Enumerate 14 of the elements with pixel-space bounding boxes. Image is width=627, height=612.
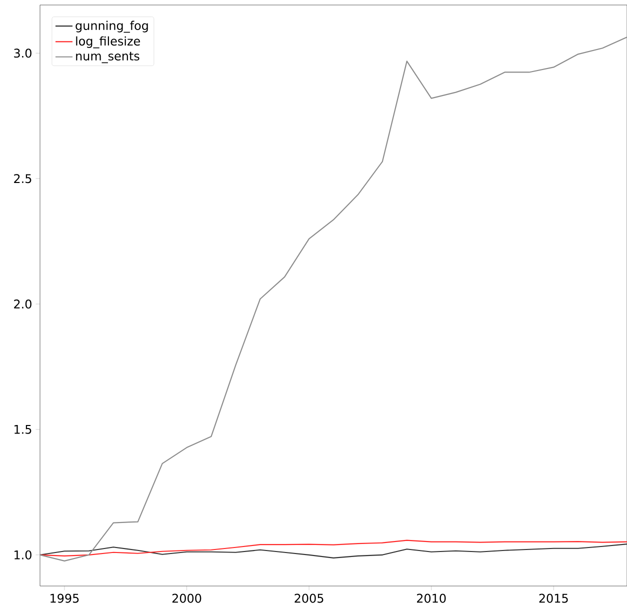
x-tick-label: 2010 (417, 594, 446, 603)
y-tick-label: 2.5 (14, 174, 32, 184)
x-tick-label: 1995 (50, 594, 79, 603)
legend-label: num_sents (76, 52, 140, 64)
x-tick-label: 2005 (294, 594, 324, 603)
y-tick-label: 2.0 (14, 300, 32, 309)
legend-label: log_filesize (76, 36, 140, 48)
y-tick-label: 1.0 (14, 550, 32, 560)
line-series (40, 36, 627, 562)
x-tick-label: 2000 (172, 594, 202, 603)
y-tick-label: 1.5 (14, 425, 32, 434)
legend-label: gunning_fog (76, 20, 148, 33)
x-tick-label: 2015 (539, 594, 568, 603)
y-tick-label: 3.0 (14, 48, 32, 58)
